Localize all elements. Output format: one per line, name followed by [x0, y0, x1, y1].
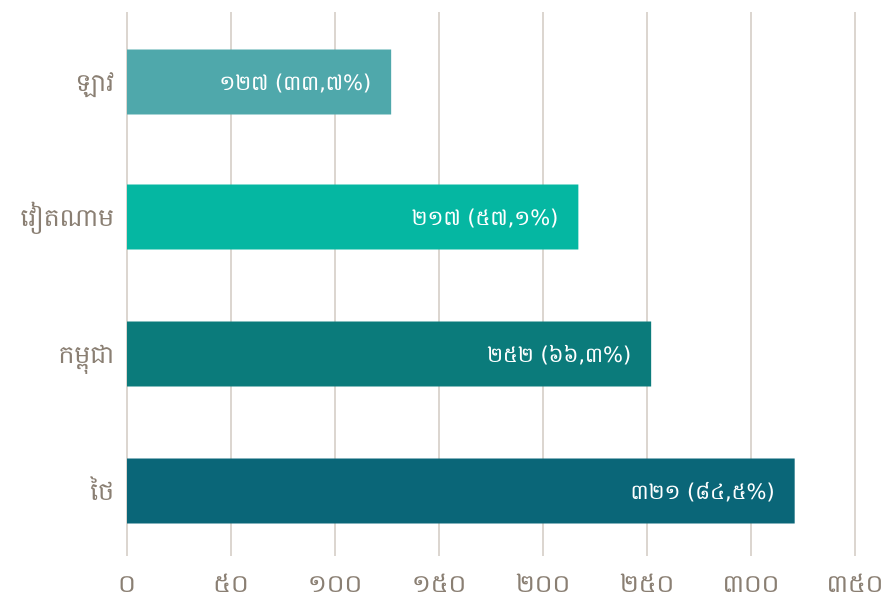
x-tick-label-4: ២០០ — [516, 569, 570, 596]
data-label-2: ២៥២ (៦៦,៣%) — [487, 343, 631, 367]
x-tick-label-5: ២៥០ — [620, 569, 674, 596]
bar-3 — [127, 458, 795, 524]
category-label-0: ឡាវ — [76, 68, 115, 98]
x-axis-tick-labels: ០ ៥០ ១០០ ១៥០ ២០០ ២៥០ ៣០០ ៣៥០ — [118, 569, 884, 598]
category-label-2: កម្ពុជា — [58, 340, 114, 374]
bar-0 — [127, 49, 392, 115]
data-labels: ១២៧ (៣៣,៧%) ២១៧ (៥៧,១%) ២៥២ (៦៦,៣%) ៣២១ (៨៤… — [219, 71, 774, 504]
x-tick-label-1: ៥០ — [213, 569, 248, 596]
x-tick-label-6: ៣០០ — [723, 569, 780, 596]
bars — [127, 49, 795, 524]
category-label-1: វៀតណាម — [20, 201, 114, 234]
x-tick-label-0: ០ — [118, 569, 136, 596]
x-tick-label-3: ១៥០ — [412, 569, 466, 596]
category-label-3: ថៃ — [89, 476, 114, 506]
x-tick-label-2: ១០០ — [308, 569, 362, 596]
y-axis-labels: ឡាវវៀតណាមកម្ពុជាថៃ — [20, 68, 114, 506]
bar-2 — [127, 321, 652, 387]
data-label-1: ២១៧ (៥៧,១%) — [412, 206, 559, 230]
data-label-3: ៣២១ (៨៤,៥%) — [631, 480, 775, 504]
x-tick-label-7: ៣៥០ — [827, 569, 884, 596]
bar-1 — [127, 184, 579, 250]
data-label-0: ១២៧ (៣៣,៧%) — [219, 71, 371, 95]
